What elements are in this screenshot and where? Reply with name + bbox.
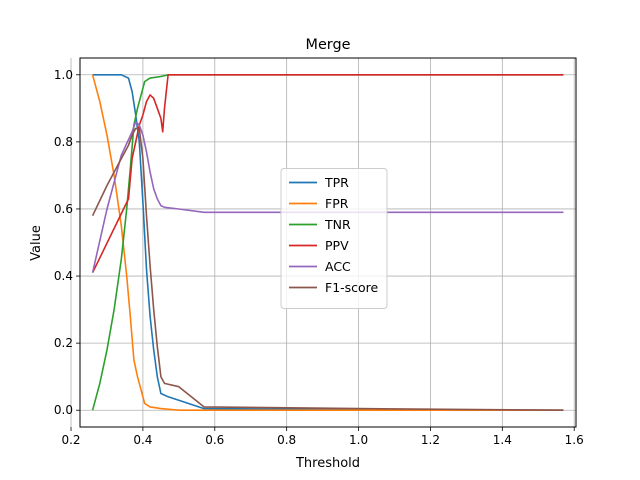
series-line-tpr — [92, 74, 564, 412]
series-line-ppv — [91, 74, 564, 274]
x-tick-label: 1.0 — [349, 433, 368, 447]
y-tick-label: 0.8 — [54, 135, 73, 149]
x-tick-label: 0.2 — [61, 433, 80, 447]
chart-title: Merge — [306, 37, 351, 53]
series-line-acc — [91, 120, 564, 273]
y-tick-label: 1.0 — [54, 68, 73, 82]
y-tick-label: 0.4 — [54, 269, 73, 283]
series-line-f1-score — [91, 127, 564, 411]
legend: TPR FPR TNR PPV ACC F1-score — [280, 168, 388, 309]
legend-label: TPR — [324, 175, 349, 190]
x-tick-label: 0.8 — [277, 433, 296, 447]
x-tick-label: 0.4 — [133, 433, 152, 447]
y-axis-label: Value — [29, 225, 44, 261]
series-layer — [91, 74, 564, 412]
legend-label: PPV — [325, 238, 349, 253]
legend-label: F1-score — [325, 280, 379, 295]
y-axis-ticks: 0.0 0.2 0.4 0.6 0.8 1.0 — [54, 68, 80, 417]
y-tick-label: 0.2 — [54, 336, 73, 350]
y-tick-label: 0.0 — [54, 403, 73, 417]
y-tick-label: 0.6 — [54, 202, 73, 216]
axes-frame — [79, 57, 577, 428]
legend-label: FPR — [325, 196, 349, 211]
x-tick-label: 0.6 — [205, 433, 224, 447]
series-line-fpr — [91, 74, 564, 412]
x-axis-ticks: 0.2 0.4 0.6 0.8 1.0 1.2 1.4 1.6 — [61, 427, 584, 447]
x-tick-label: 1.6 — [565, 433, 584, 447]
x-axis-label: Threshold — [295, 456, 360, 471]
x-tick-label: 1.4 — [493, 433, 512, 447]
x-tick-label: 1.2 — [421, 433, 440, 447]
legend-label: TNR — [324, 217, 351, 232]
legend-label: ACC — [325, 259, 351, 274]
